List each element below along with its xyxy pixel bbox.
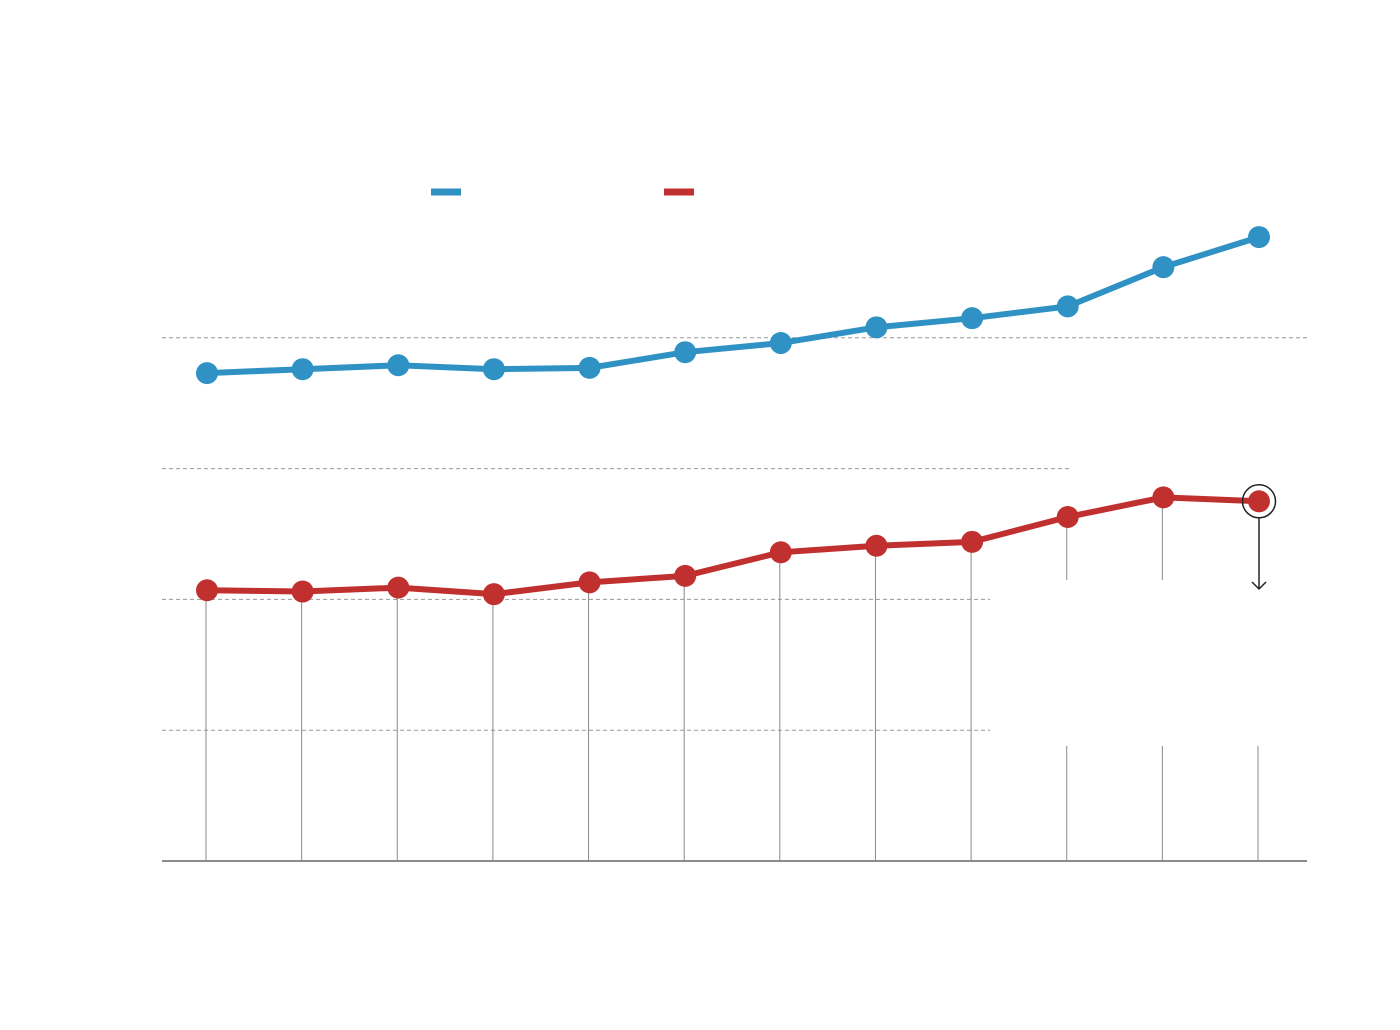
data-point (387, 576, 410, 599)
data-point (1056, 295, 1079, 318)
data-point (865, 316, 888, 339)
data-point (482, 358, 505, 381)
annotation-arrowhead (1251, 581, 1267, 591)
data-point (482, 583, 505, 606)
series-line (206, 494, 1260, 598)
data-point (961, 307, 984, 330)
data-point (1056, 505, 1079, 528)
data-point (578, 571, 601, 594)
data-point (865, 534, 888, 557)
data-point (1248, 490, 1270, 513)
series-line (206, 234, 1260, 377)
data-point (961, 530, 984, 553)
data-point (674, 341, 697, 364)
data-point (1248, 226, 1270, 249)
data-point (291, 580, 314, 603)
data-point (769, 541, 792, 564)
data-point (674, 564, 697, 587)
data-point (578, 356, 601, 379)
data-point (196, 362, 218, 385)
data-point (291, 358, 314, 381)
data-point (1152, 256, 1175, 279)
data-point (1152, 486, 1175, 509)
data-point (196, 579, 218, 602)
data-point (769, 332, 792, 355)
data-point (387, 354, 410, 377)
